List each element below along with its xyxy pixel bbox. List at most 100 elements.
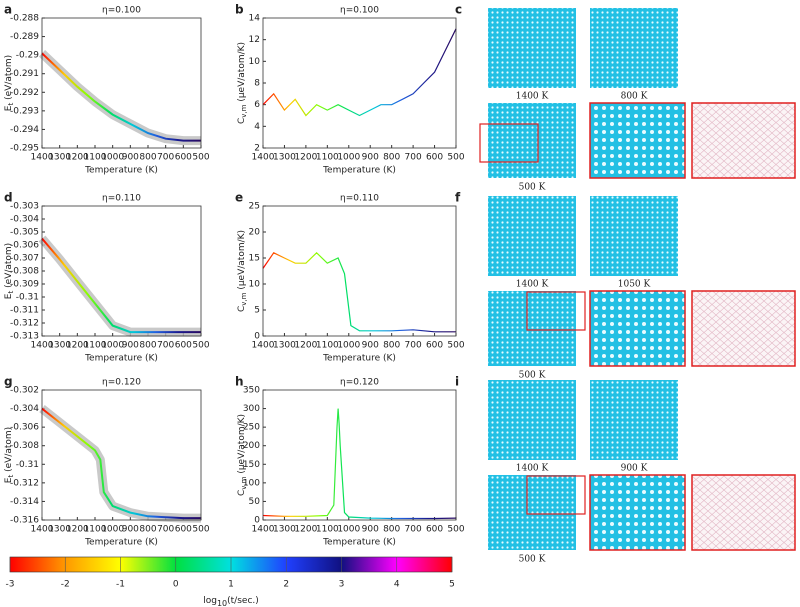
x-tick-label: 1000: [101, 341, 124, 351]
x-tick-label: 1200: [66, 153, 89, 163]
y-tick-label: -0.309: [10, 280, 39, 290]
y-tick-label: 10: [249, 57, 261, 67]
colorbar-label-sub: 10: [217, 599, 227, 607]
x-tick-label: 500: [447, 341, 464, 351]
x-tick-label: 1000: [101, 525, 124, 535]
panel-label: a: [4, 3, 12, 17]
snapshot: [590, 196, 678, 276]
colorbar-tick-label: 4: [394, 580, 400, 590]
data-line: [41, 237, 201, 334]
chart-title: η=0.100: [102, 6, 141, 16]
x-tick-label: 1300: [48, 153, 71, 163]
y-tick-label: 14: [249, 14, 261, 24]
x-tick-label: 1300: [273, 153, 296, 163]
y-tick-label: -0.291: [10, 69, 39, 79]
y-label-unit: (eV/atom): [4, 243, 14, 291]
colorbar-label-pre: log: [203, 596, 217, 606]
plot-frame: [41, 17, 202, 149]
y-tick-label: 150: [243, 460, 260, 470]
y-label-sub: t: [7, 291, 15, 294]
x-tick-label: 800: [139, 341, 156, 351]
x-axis-label: Temperature (K): [322, 354, 396, 364]
colorbar-tick-label: 1: [228, 580, 234, 590]
y-tick-label: 5: [254, 306, 260, 316]
colorbar-tick-label: -2: [61, 580, 70, 590]
y-tick-label: -0.316: [10, 516, 39, 526]
x-tick-label: 800: [383, 525, 400, 535]
y-label-unit: (μeV/atom/K): [237, 414, 247, 477]
x-tick-label: 800: [383, 341, 400, 351]
y-tick-label: -0.29: [16, 51, 40, 61]
x-tick-label: 1200: [294, 525, 317, 535]
chart-title: η=0.100: [340, 6, 379, 16]
panel-label: g: [4, 375, 13, 389]
chart-title: η=0.120: [340, 378, 379, 388]
snapshot-caption: 1400 K: [516, 92, 549, 102]
x-tick-label: 1200: [294, 153, 317, 163]
x-tick-label: 1000: [337, 153, 360, 163]
y-tick-label: 50: [249, 497, 261, 507]
x-axis-label: Temperature (K): [84, 166, 158, 176]
plot-frame: [262, 17, 457, 149]
y-label-sub: v,m: [240, 476, 248, 489]
x-axis-label: Temperature (K): [84, 354, 158, 364]
x-tick-label: 600: [426, 153, 443, 163]
x-tick-label: 1000: [337, 525, 360, 535]
y-axis-label: Cv,m (μeV/atom/K): [237, 230, 249, 312]
snapshot-zoom: [589, 474, 686, 551]
snapshot-caption: 500 K: [519, 183, 546, 193]
x-tick-label: 1100: [316, 341, 339, 351]
y-tick-label: 0: [254, 332, 260, 342]
x-tick-label: 800: [139, 153, 156, 163]
y-tick-label: -0.313: [10, 332, 39, 342]
snapshot-caption: 500 K: [519, 371, 546, 381]
x-tick-label: 1400: [252, 341, 275, 351]
x-tick-label: 900: [362, 525, 379, 535]
y-tick-label: -0.304: [10, 404, 39, 414]
colorbar-tick-label: 3: [339, 580, 345, 590]
noise-band: [38, 50, 201, 146]
x-tick-label: 500: [447, 525, 464, 535]
x-axis-label: Temperature (K): [84, 538, 158, 548]
colorbar-tick-label: 2: [283, 580, 289, 590]
colorbar-tick-label: -1: [116, 580, 125, 590]
snapshot-caption: 900 K: [621, 464, 648, 474]
snapshot: [488, 475, 576, 550]
y-tick-label: -0.311: [10, 306, 39, 316]
snapshot: [488, 103, 576, 178]
y-tick-label: 8: [254, 79, 260, 89]
x-tick-label: 700: [157, 341, 174, 351]
y-tick-label: 4: [254, 122, 260, 132]
y-tick-label: -0.306: [10, 241, 39, 251]
y-tick-label: 200: [243, 441, 260, 451]
y-tick-label: 10: [249, 280, 261, 290]
chart-title: η=0.120: [102, 378, 141, 388]
colorbar-tick-label: 5: [449, 580, 455, 590]
y-tick-label: 25: [249, 202, 260, 212]
y-tick-label: -0.306: [10, 423, 39, 433]
y-tick-label: -0.294: [10, 125, 39, 135]
x-tick-label: 500: [192, 341, 209, 351]
x-tick-label: 700: [405, 341, 422, 351]
noise-band: [39, 405, 201, 523]
y-tick-label: -0.303: [10, 202, 39, 212]
x-tick-label: 600: [175, 341, 192, 351]
snapshot: [488, 8, 576, 88]
x-tick-label: 1400: [31, 341, 54, 351]
snapshot: [590, 8, 678, 88]
x-tick-label: 1300: [48, 525, 71, 535]
y-label-main: C: [237, 490, 247, 496]
noise-band: [38, 235, 201, 337]
colorbar-tick-label: -3: [6, 580, 15, 590]
x-tick-label: 700: [157, 525, 174, 535]
y-tick-label: -0.288: [10, 14, 39, 24]
y-label-main: C: [237, 118, 247, 124]
x-tick-label: 1100: [316, 153, 339, 163]
y-tick-label: -0.289: [10, 32, 39, 42]
x-tick-label: 1200: [66, 341, 89, 351]
y-tick-label: -0.295: [10, 144, 39, 154]
x-tick-label: 600: [426, 341, 443, 351]
x-tick-label: 700: [405, 525, 422, 535]
x-axis-label: Temperature (K): [322, 166, 396, 176]
lattice: [691, 474, 796, 551]
